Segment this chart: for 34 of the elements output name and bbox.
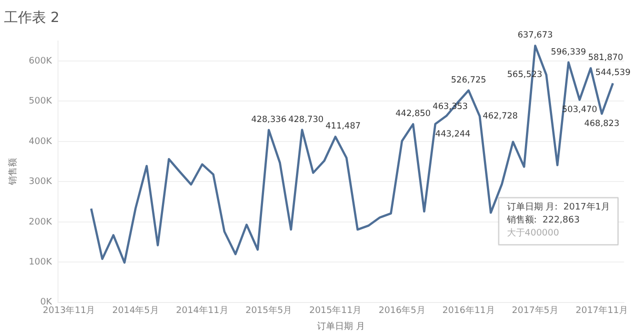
- y-tick-label: 100K: [28, 258, 53, 268]
- x-tick-label: 2016年11月: [442, 305, 495, 316]
- x-tick-label: 2016年5月: [378, 305, 426, 316]
- y-tick-label: 200K: [28, 217, 53, 228]
- x-tick-label: 2017年11月: [576, 305, 628, 316]
- annotation: 大于400000: [506, 228, 560, 239]
- annotation: 销售额: 222,863: [506, 214, 580, 226]
- annotation: 订单日期 月: 2017年1月: [506, 202, 610, 213]
- x-tick-label: 2015年11月: [309, 305, 362, 316]
- chart-title: 工作表 2: [4, 10, 60, 26]
- data-label: 544,539: [595, 68, 630, 78]
- x-tick-label: 2014年5月: [112, 305, 159, 316]
- data-label: 526,725: [451, 75, 486, 86]
- y-tick-label: 500K: [28, 96, 53, 107]
- x-tick-label: 2013年11月: [42, 305, 96, 316]
- data-label: 442,850: [396, 109, 431, 120]
- data-label: 468,823: [584, 119, 620, 130]
- y-axis-title: 销售额: [8, 158, 19, 186]
- y-tick-label: 300K: [28, 177, 53, 188]
- y-tick-label: 0K: [40, 298, 53, 308]
- data-label: 462,728: [482, 111, 518, 122]
- y-tick-label: 400K: [28, 136, 53, 147]
- data-label: 596,339: [550, 47, 586, 58]
- y-tick-label: 600K: [28, 56, 53, 66]
- data-label: 581,870: [588, 53, 624, 64]
- x-axis-title: 订单日期 月: [317, 320, 365, 332]
- data-label: 637,673: [518, 30, 553, 41]
- data-label: 428,730: [288, 114, 324, 125]
- x-tick-label: 2015年5月: [245, 305, 292, 316]
- data-label: 443,244: [435, 129, 470, 140]
- x-tick-label: 2017年5月: [512, 305, 559, 316]
- x-tick-label: 2014年11月: [176, 305, 228, 316]
- data-label: 428,336: [251, 114, 286, 125]
- data-label: 411,487: [326, 122, 361, 132]
